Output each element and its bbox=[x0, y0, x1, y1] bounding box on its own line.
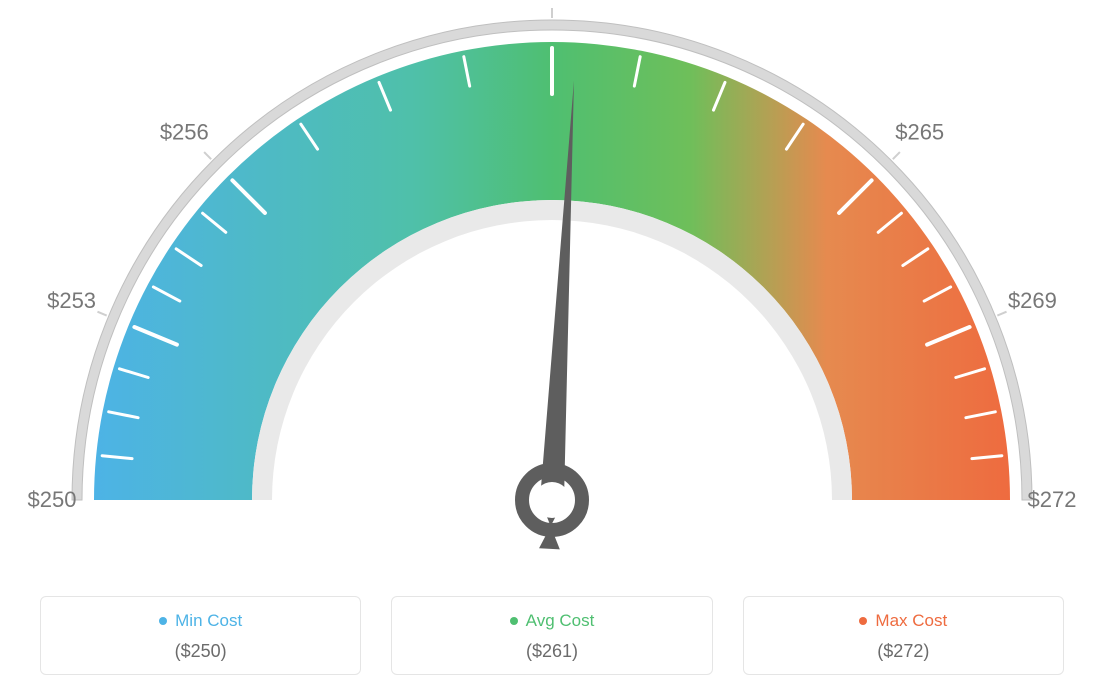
legend: Min Cost ($250) Avg Cost ($261) Max Cost… bbox=[0, 580, 1104, 690]
gauge-svg: $250$253$256$261$265$269$272 bbox=[0, 0, 1104, 580]
svg-text:$256: $256 bbox=[160, 119, 209, 144]
legend-dot-avg bbox=[510, 617, 518, 625]
legend-card-min: Min Cost ($250) bbox=[40, 596, 361, 675]
legend-label-avg: Avg Cost bbox=[526, 611, 595, 631]
svg-text:$272: $272 bbox=[1028, 487, 1077, 512]
legend-value-avg: ($261) bbox=[402, 641, 701, 662]
legend-label-max: Max Cost bbox=[875, 611, 947, 631]
legend-title-min: Min Cost bbox=[159, 611, 242, 631]
svg-text:$265: $265 bbox=[895, 119, 944, 144]
legend-value-max: ($272) bbox=[754, 641, 1053, 662]
legend-value-min: ($250) bbox=[51, 641, 350, 662]
svg-text:$250: $250 bbox=[28, 487, 77, 512]
svg-text:$269: $269 bbox=[1008, 288, 1057, 313]
legend-title-max: Max Cost bbox=[859, 611, 947, 631]
gauge-chart: $250$253$256$261$265$269$272 bbox=[0, 0, 1104, 560]
svg-text:$253: $253 bbox=[47, 288, 96, 313]
legend-title-avg: Avg Cost bbox=[510, 611, 595, 631]
legend-card-avg: Avg Cost ($261) bbox=[391, 596, 712, 675]
legend-dot-max bbox=[859, 617, 867, 625]
legend-card-max: Max Cost ($272) bbox=[743, 596, 1064, 675]
legend-dot-min bbox=[159, 617, 167, 625]
legend-label-min: Min Cost bbox=[175, 611, 242, 631]
